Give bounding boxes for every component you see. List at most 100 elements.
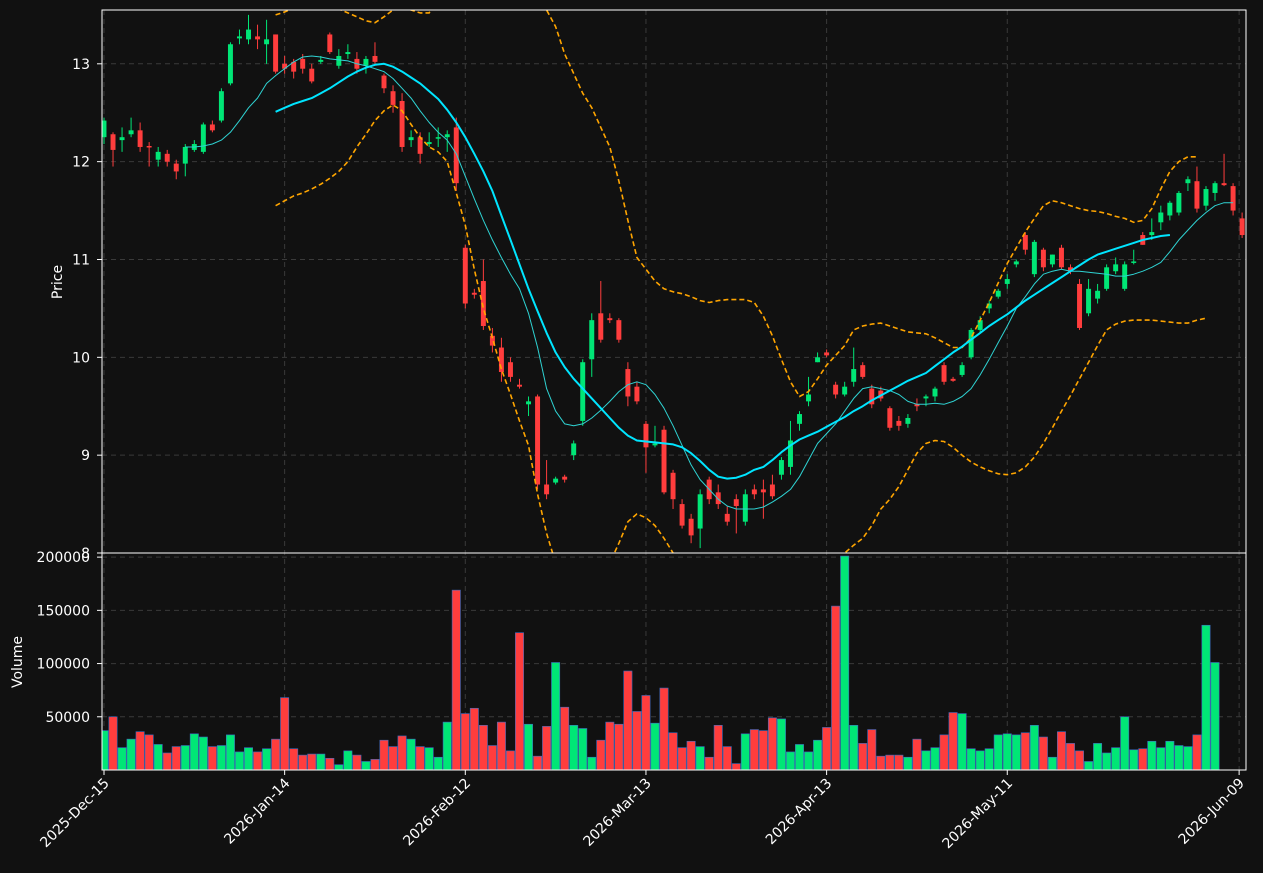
price-axis-label: Price	[50, 265, 66, 299]
volume-panel-frame	[101, 552, 1247, 771]
candle-body	[616, 320, 622, 340]
candle-body	[842, 386, 848, 395]
candle-body	[444, 134, 450, 138]
volume-bar	[1201, 624, 1211, 770]
volume-bar	[1111, 747, 1121, 770]
candle-body	[1086, 288, 1092, 314]
volume-bar	[235, 751, 244, 770]
volume-bar	[352, 754, 362, 770]
price-tick-label: 8	[81, 546, 90, 562]
candle-body	[977, 320, 983, 330]
volume-bar	[361, 761, 371, 770]
candle-body	[128, 130, 134, 135]
volume-bar	[722, 746, 732, 770]
candle-body	[363, 58, 369, 66]
volume-bar	[388, 746, 398, 770]
volume-bar	[632, 711, 642, 770]
volume-tick-label: 200000	[37, 550, 90, 566]
candle-body	[643, 423, 649, 448]
candle-body	[489, 335, 495, 346]
candle-body	[860, 365, 866, 377]
candle-body	[110, 134, 116, 150]
candle-body	[851, 369, 857, 382]
candle-body	[309, 68, 315, 82]
volume-bar	[840, 555, 850, 770]
candle-body	[670, 472, 676, 500]
volume-bar	[1011, 734, 1021, 770]
volume-bar	[786, 751, 795, 770]
candle-body	[390, 91, 396, 105]
volume-bar	[1192, 734, 1202, 770]
candle-body	[435, 137, 441, 139]
candle-body	[1239, 218, 1245, 236]
candle-body	[544, 484, 550, 495]
volume-bar	[460, 713, 470, 770]
candle-body	[824, 352, 830, 356]
volume-bar	[560, 706, 570, 770]
volume-bar	[957, 713, 967, 770]
volume-bar	[876, 755, 886, 770]
candle-body	[327, 34, 333, 53]
candle-body	[102, 120, 107, 138]
candle-body	[164, 153, 170, 162]
candle-body	[986, 303, 992, 309]
candle-body	[498, 347, 504, 372]
candle-body	[905, 417, 911, 424]
candle-body	[733, 499, 739, 507]
volume-bar	[316, 753, 326, 770]
candle-body	[697, 494, 703, 529]
candle-body	[1058, 247, 1064, 268]
candle-body	[950, 378, 956, 381]
volume-bar	[1093, 743, 1103, 770]
candle-body	[923, 396, 929, 399]
volume-bar	[1002, 733, 1012, 770]
volume-bar	[216, 745, 226, 770]
candle-body	[399, 100, 405, 147]
candle-body	[1049, 254, 1055, 265]
volume-bar	[858, 743, 868, 770]
candle-body	[589, 320, 595, 360]
volume-bar	[650, 722, 660, 770]
volume-bar	[433, 756, 443, 770]
candle-body	[995, 290, 1001, 297]
candle-body	[480, 281, 486, 327]
candle-body	[255, 36, 261, 40]
candle-body	[1077, 283, 1083, 328]
candle-body	[941, 365, 947, 382]
volume-bar	[758, 730, 768, 770]
volume-bar	[126, 738, 136, 770]
candle-body	[760, 489, 766, 493]
candle-body	[182, 146, 188, 164]
volume-bar	[244, 747, 253, 770]
candle-body	[580, 362, 586, 421]
candle-body	[679, 504, 685, 526]
volume-bar	[1120, 716, 1130, 770]
candle-body	[1158, 212, 1164, 223]
upper-band-line	[275, 10, 1197, 398]
volume-bar	[993, 734, 1003, 770]
volume-bar	[903, 756, 913, 770]
candle-body	[869, 388, 875, 405]
candle-body	[634, 386, 640, 402]
candle-body	[1167, 202, 1173, 216]
volume-bar	[740, 733, 750, 770]
volume-bar	[370, 759, 380, 770]
volume-bar	[614, 723, 624, 770]
candle-body	[345, 52, 351, 55]
candle-body	[769, 484, 775, 497]
volume-bar	[307, 753, 317, 770]
candle-body	[887, 408, 893, 428]
candle-body	[797, 414, 802, 424]
volume-bar	[533, 755, 543, 770]
volume-bar	[713, 724, 723, 770]
volume-bar	[975, 750, 985, 770]
candle-body	[1004, 279, 1010, 284]
candle-body	[778, 460, 784, 475]
candle-body	[471, 292, 477, 295]
volume-bar	[885, 754, 895, 770]
candle-body	[227, 44, 233, 84]
volume-bar	[1084, 761, 1094, 770]
volume-bar	[506, 750, 515, 770]
candle-body	[688, 518, 694, 536]
candle-body	[625, 369, 631, 397]
